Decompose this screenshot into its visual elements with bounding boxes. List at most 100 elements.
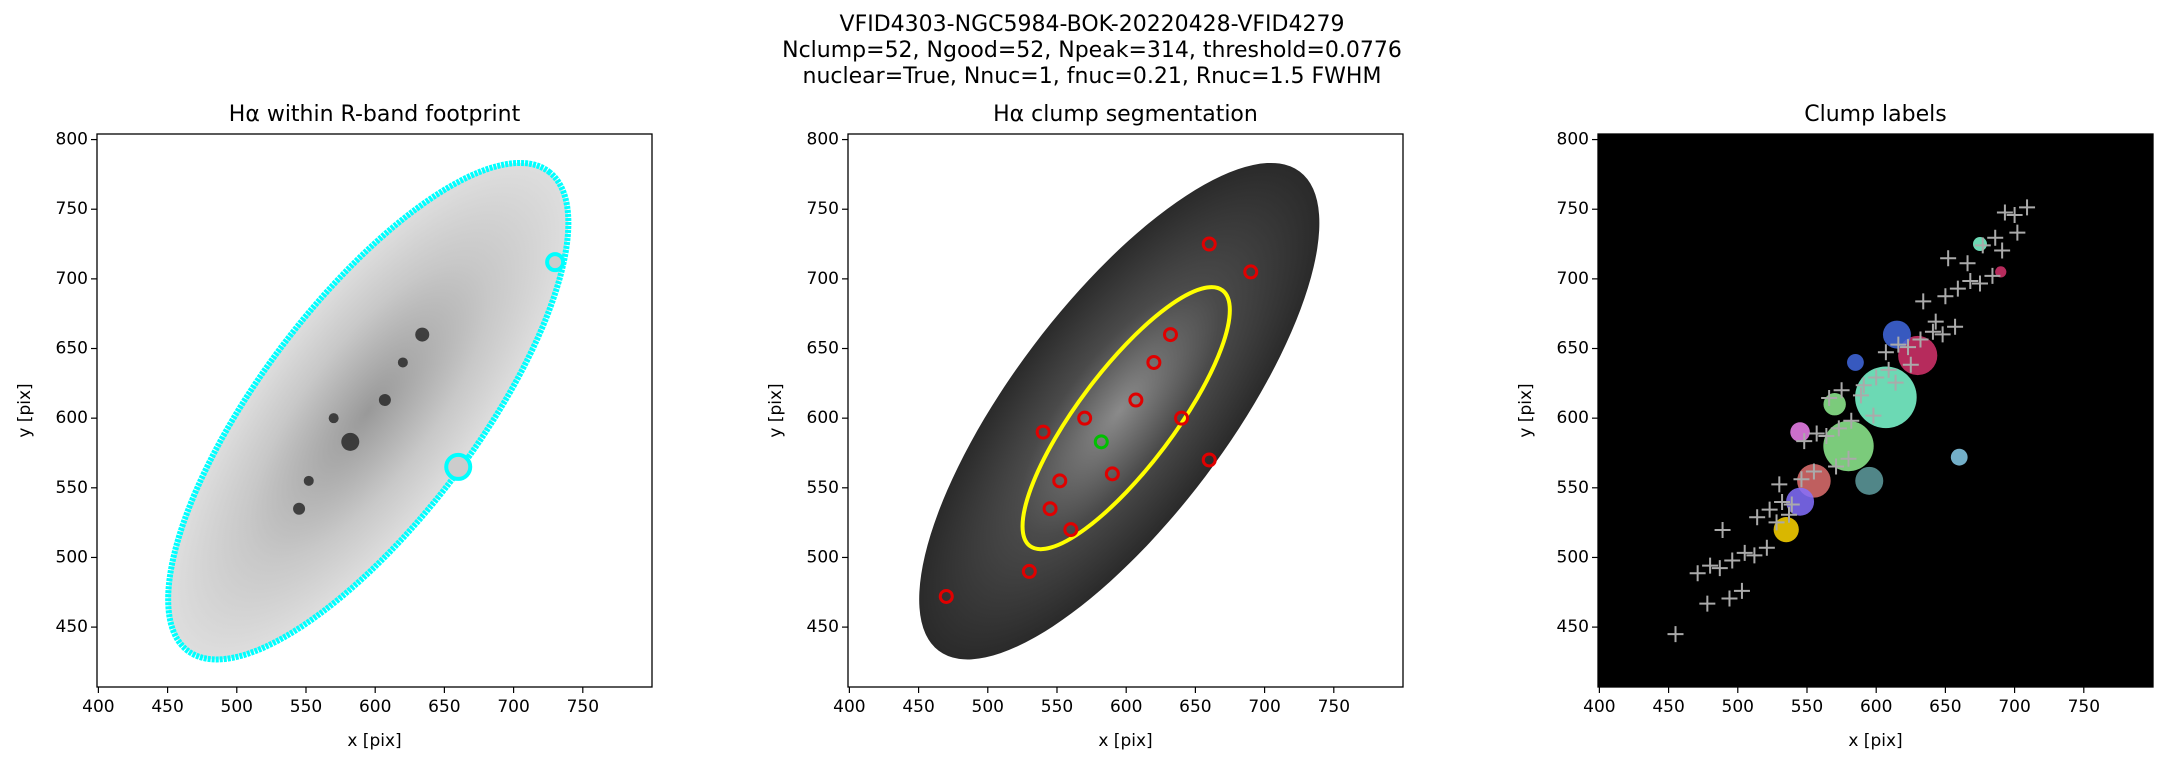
figure-title: Nclump=52, Ngood=52, Npeak=314, threshol… (782, 38, 1402, 63)
y-axis-label: y [pix] (1516, 383, 1536, 437)
x-tick-label: 750 (2068, 697, 2100, 717)
clump-peak (1063, 522, 1079, 538)
peak-marker (1749, 509, 1766, 526)
clump-label (1972, 237, 1987, 252)
y-tick-label: 500 (56, 547, 88, 567)
axes-title: Clump labels (1804, 102, 1946, 127)
y-axis-label: y [pix] (15, 383, 35, 437)
clump-label (1950, 448, 1968, 466)
axes-title: Hα clump segmentation (993, 102, 1258, 127)
peak-marker (1667, 626, 1684, 643)
axes-frame (1597, 133, 2154, 688)
peak-marker (1793, 471, 1810, 488)
peak-marker (1987, 229, 2004, 246)
peak-marker (1924, 323, 1941, 340)
clump-label (1882, 320, 1911, 349)
emission-knot (341, 432, 360, 451)
y-tick-label: 800 (1557, 130, 1589, 150)
clump-peak (1052, 473, 1068, 489)
x-tick-label: 700 (1248, 697, 1280, 717)
y-tick-label: 600 (1557, 408, 1589, 428)
x-tick-label: 500 (221, 697, 253, 717)
peak-marker (1702, 557, 1719, 574)
y-tick-label: 450 (1557, 617, 1589, 637)
peak-marker (1852, 387, 1869, 404)
y-tick-label: 650 (1557, 339, 1589, 359)
clump-label (1847, 354, 1864, 371)
peak-marker (1746, 547, 1763, 564)
y-tick-label: 500 (1557, 547, 1589, 567)
clump-peak (1104, 466, 1120, 482)
peak-marker (1949, 280, 1966, 297)
peak-marker (2019, 199, 2036, 216)
peak-marker (1783, 496, 1800, 513)
peak-marker (1934, 326, 1951, 343)
peak-marker (1781, 506, 1797, 523)
y-tick-label: 450 (807, 617, 839, 637)
x-tick-label: 750 (1318, 697, 1350, 717)
axes-frame (96, 133, 653, 688)
x-axis-label: x [pix] (347, 731, 401, 751)
peak-marker (1962, 272, 1979, 289)
peak-marker (1733, 582, 1750, 599)
y-tick-label: 550 (807, 478, 839, 498)
clump-peak (1201, 236, 1217, 252)
y-axis-label: y [pix] (766, 383, 786, 437)
x-tick-label: 750 (567, 697, 599, 717)
peak-marker (1830, 420, 1847, 437)
peak-marker (1768, 514, 1785, 531)
x-tick-label: 650 (428, 697, 460, 717)
peak-marker (1937, 288, 1954, 305)
peak-marker (1736, 544, 1753, 561)
peak-marker (1900, 339, 1917, 356)
figure-title: nuclear=True, Nnuc=1, fnuc=0.21, Rnuc=1.… (803, 64, 1382, 89)
peak-marker (1796, 433, 1813, 450)
clump-peak (1042, 501, 1058, 517)
emission-knot (293, 502, 306, 515)
image (1598, 134, 2153, 687)
peak-marker (1833, 382, 1850, 399)
peak-marker (1887, 374, 1904, 391)
y-tick-label: 750 (807, 199, 839, 219)
x-tick-label: 600 (1860, 697, 1892, 717)
emission-knot (397, 357, 408, 368)
y-tick-label: 800 (56, 130, 88, 150)
x-tick-label: 500 (972, 697, 1004, 717)
y-tick-label: 550 (1557, 478, 1589, 498)
y-tick-label: 550 (56, 478, 88, 498)
x-tick-label: 600 (359, 697, 391, 717)
peak-marker (1711, 560, 1728, 577)
clump-peak (1093, 434, 1109, 450)
y-tick-label: 450 (56, 617, 88, 637)
peak-marker (1947, 318, 1964, 335)
clump-peak (938, 588, 954, 604)
peak-marker (1840, 450, 1857, 467)
x-tick-label: 550 (290, 697, 322, 717)
y-tick-label: 600 (807, 408, 839, 428)
figure-title: VFID4303-NGC5984-BOK-20220428-VFID4279 (840, 12, 1345, 37)
peak-marker (1774, 493, 1791, 510)
peak-marker (1890, 336, 1907, 353)
x-tick-label: 400 (1583, 697, 1615, 717)
peak-marker (1984, 267, 2001, 284)
emission-knot (444, 452, 473, 481)
peak-marker (1821, 389, 1838, 406)
peak-marker (1771, 476, 1788, 493)
axes-title: Hα within R-band footprint (229, 102, 521, 127)
x-tick-label: 550 (1041, 697, 1073, 717)
image (919, 162, 1320, 660)
peak-marker (1877, 344, 1894, 361)
y-tick-label: 700 (1557, 269, 1589, 289)
y-tick-label: 750 (1557, 199, 1589, 219)
x-tick-label: 650 (1929, 697, 1961, 717)
peak-marker (1721, 590, 1738, 607)
clump-region (1020, 285, 1232, 552)
peak-marker (1808, 425, 1825, 442)
galaxy (165, 159, 572, 663)
x-tick-label: 550 (1791, 697, 1823, 717)
peak-marker (1865, 407, 1882, 424)
peak-marker (1915, 293, 1932, 310)
peak-marker (1974, 237, 1991, 254)
clump-peak (1128, 392, 1144, 408)
emission-knot (378, 394, 391, 407)
